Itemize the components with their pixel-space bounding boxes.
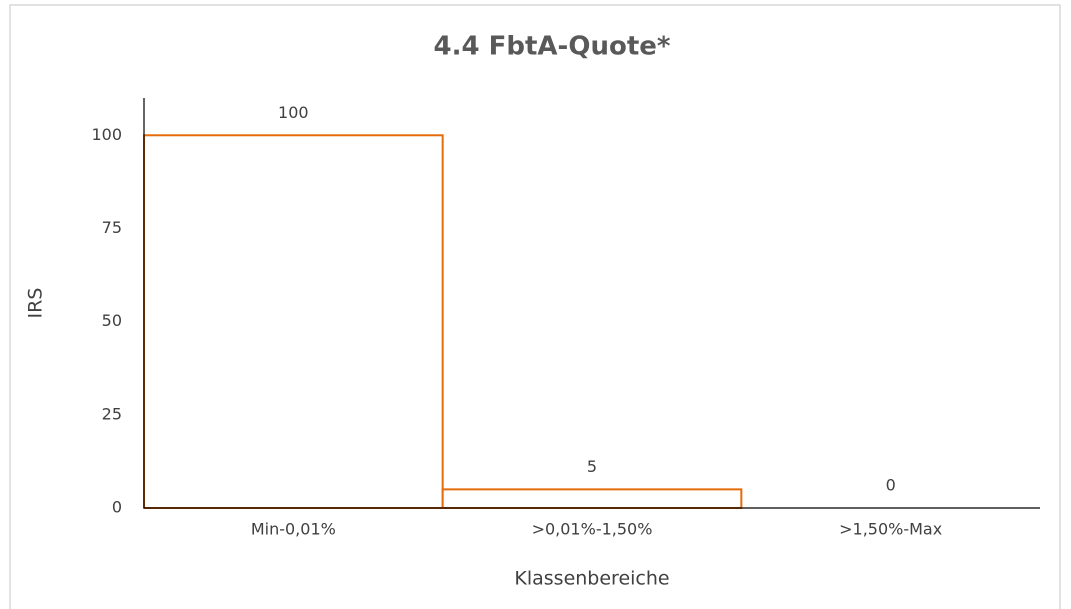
- chart-title: 4.4 FbtA-Quote*: [434, 32, 671, 62]
- data-label: 0: [886, 476, 896, 495]
- bar: [441, 488, 743, 510]
- y-tick-label: 75: [102, 218, 122, 237]
- y-tick-label: 25: [102, 404, 122, 423]
- y-tick-label: 50: [102, 311, 122, 330]
- data-label: 100: [278, 103, 309, 122]
- y-tick-label: 0: [112, 498, 122, 517]
- data-label: 5: [587, 457, 597, 476]
- x-tick-label: >0,01%-1,50%: [532, 520, 653, 539]
- x-tick-label: Min-0,01%: [251, 520, 336, 539]
- y-axis-title: IRS: [25, 288, 47, 319]
- x-tick-label: >1,50%-Max: [839, 520, 942, 539]
- bar: [143, 134, 444, 509]
- y-tick-label: 100: [91, 125, 122, 144]
- x-axis-title: Klassenbereiche: [514, 568, 669, 590]
